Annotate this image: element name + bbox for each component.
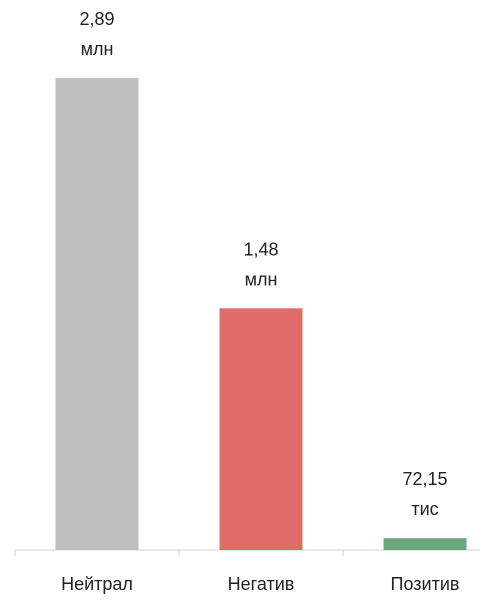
x-tick-label: Негатив xyxy=(228,574,295,594)
data-label: 1,48 млн xyxy=(243,239,278,289)
data-label: 72,15 тис xyxy=(402,469,447,519)
x-tick-label: Позитив xyxy=(391,574,460,594)
bar xyxy=(383,538,467,550)
bar xyxy=(219,308,303,550)
bar xyxy=(55,77,139,550)
data-label: 2,89 млн xyxy=(79,9,114,59)
x-tick-label: Нейтрал xyxy=(61,574,133,594)
